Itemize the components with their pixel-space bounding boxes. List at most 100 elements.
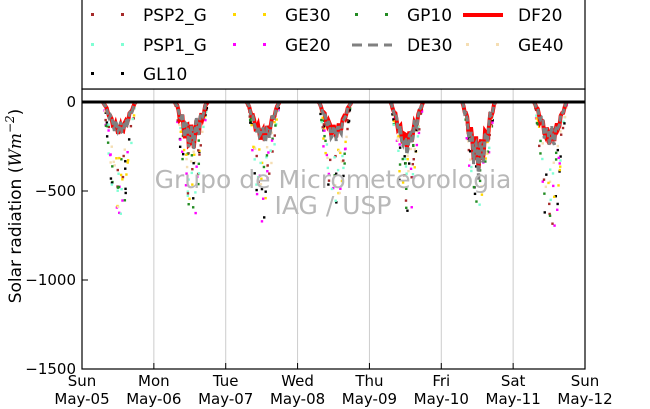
data-point xyxy=(398,178,401,182)
data-point xyxy=(338,191,341,195)
data-point xyxy=(320,120,323,124)
data-point xyxy=(117,185,121,189)
series-line-de30 xyxy=(173,101,210,150)
data-point xyxy=(204,118,207,122)
y-axis-label-exp: −2 xyxy=(3,115,17,133)
data-point xyxy=(322,145,325,148)
data-point xyxy=(189,160,193,163)
data-point xyxy=(398,170,401,173)
x-tick-label-day: Sun xyxy=(68,372,97,390)
data-point xyxy=(323,134,326,138)
data-point xyxy=(124,187,127,191)
data-point xyxy=(121,199,124,202)
data-point xyxy=(551,222,554,225)
data-point xyxy=(273,121,276,124)
data-point xyxy=(472,185,476,189)
data-point xyxy=(535,117,538,120)
data-point xyxy=(478,179,482,183)
data-point xyxy=(545,173,548,176)
data-point xyxy=(263,216,266,219)
data-point xyxy=(113,164,116,167)
data-point xyxy=(411,162,415,166)
data-point xyxy=(126,161,129,164)
data-point xyxy=(256,175,260,179)
data-point xyxy=(542,178,546,181)
data-point xyxy=(346,119,349,122)
x-tick-label-day: Wed xyxy=(281,372,314,390)
data-point xyxy=(420,110,424,113)
data-point xyxy=(181,152,185,156)
data-point xyxy=(544,185,548,189)
data-point xyxy=(266,164,269,167)
data-point xyxy=(326,156,329,160)
data-point xyxy=(340,160,344,163)
data-point xyxy=(417,126,420,129)
data-point xyxy=(119,173,123,177)
data-point xyxy=(322,137,325,140)
data-point xyxy=(346,127,349,131)
legend-marker xyxy=(233,43,236,46)
legend-marker xyxy=(91,43,94,46)
data-point xyxy=(319,112,322,116)
data-point xyxy=(130,141,133,145)
data-point xyxy=(185,165,189,169)
data-point xyxy=(193,153,196,156)
data-point xyxy=(198,153,201,156)
data-point xyxy=(110,183,114,186)
data-point xyxy=(249,121,252,124)
data-point xyxy=(248,118,252,122)
data-point xyxy=(541,157,544,161)
data-point xyxy=(197,162,201,166)
legend-label: GL10 xyxy=(143,65,187,85)
data-point xyxy=(271,150,274,153)
data-point xyxy=(337,149,341,153)
legend-marker xyxy=(496,43,499,46)
legend: PSP2_G GE30 GP10 DF20 PSP1_G GE20 DE30 GE40 GL10 xyxy=(91,6,564,85)
data-point xyxy=(341,154,344,158)
series-line-de30 xyxy=(245,101,281,148)
data-point xyxy=(548,202,551,206)
data-point xyxy=(258,148,261,151)
data-point xyxy=(259,161,262,165)
data-point xyxy=(556,148,560,152)
legend-marker xyxy=(91,72,94,75)
series-line-de30 xyxy=(317,101,353,143)
data-point xyxy=(323,129,326,132)
data-point xyxy=(257,180,260,184)
y-axis-label-unit: Wm xyxy=(6,133,26,167)
data-point xyxy=(193,161,197,164)
data-point xyxy=(118,156,121,160)
data-point xyxy=(539,139,542,143)
data-point xyxy=(486,140,489,144)
data-point xyxy=(268,172,271,175)
data-point xyxy=(559,159,562,162)
data-point xyxy=(333,174,336,177)
data-point xyxy=(107,123,110,126)
data-point xyxy=(255,154,258,158)
data-point xyxy=(253,147,257,150)
data-point xyxy=(105,135,109,138)
data-point xyxy=(120,158,123,161)
data-point xyxy=(333,184,337,187)
data-point xyxy=(196,175,199,179)
data-point xyxy=(264,190,267,193)
data-point xyxy=(401,181,405,184)
data-point xyxy=(559,133,563,136)
y-axis-label-close: ) xyxy=(6,109,26,116)
data-point xyxy=(123,199,127,202)
y-tick-label: 0 xyxy=(66,93,76,111)
grid-lines xyxy=(153,89,514,369)
data-point xyxy=(253,158,256,161)
data-point xyxy=(563,115,567,119)
data-point xyxy=(554,151,558,155)
series-line-de30 xyxy=(101,101,138,137)
data-point xyxy=(404,199,408,202)
data-point xyxy=(342,159,345,162)
data-point xyxy=(260,177,263,180)
data-point xyxy=(536,119,540,122)
x-tick-label-date: May-08 xyxy=(270,390,325,408)
data-point xyxy=(554,195,558,198)
data-point xyxy=(409,147,413,151)
data-point xyxy=(127,138,131,141)
data-point xyxy=(343,147,347,151)
